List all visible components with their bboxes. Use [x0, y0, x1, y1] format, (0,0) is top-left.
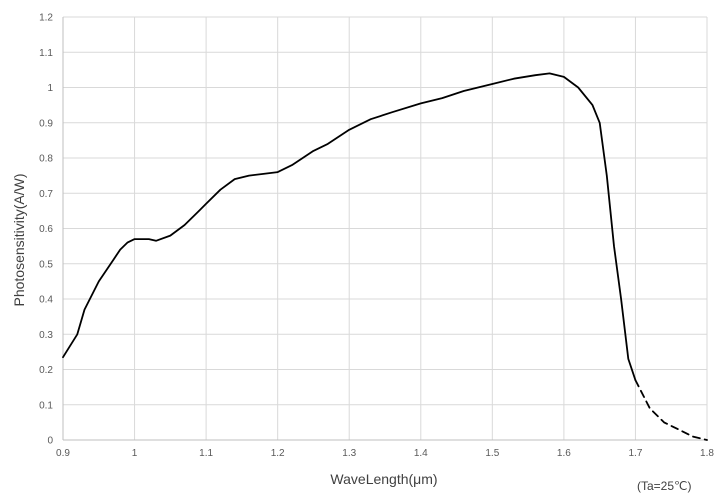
x-tick-label: 1.6	[557, 448, 571, 459]
x-tick-label: 1.1	[199, 448, 213, 459]
x-tick-label: 1.8	[700, 448, 714, 459]
grid-layer	[62, 16, 708, 441]
y-tick-label: 0.8	[39, 154, 53, 165]
y-tick-label: 0	[47, 436, 53, 447]
x-axis-label: WaveLength(μm)	[330, 471, 437, 487]
x-tick-label: 1.7	[628, 448, 642, 459]
y-tick-label: 0.2	[39, 365, 53, 376]
tick-layer: 0.9 1 1.1 1.2 1.3 1.4 1.5 1.6 1.7 1.8 0 0.1 0.2 0.3 0.…	[39, 13, 714, 460]
y-tick-label: 1	[47, 83, 53, 94]
y-tick-label: 0.1	[39, 400, 53, 411]
photosensitivity-series-line	[62, 72, 637, 381]
y-tick-label: 0.4	[39, 295, 53, 306]
x-tick-label: 1.2	[271, 448, 285, 459]
y-tick-label: 0.3	[39, 330, 53, 341]
x-tick-label: 1.3	[342, 448, 356, 459]
y-axis-label: Photosensitivity(A/W)	[11, 173, 27, 306]
y-tick-label: 0.6	[39, 224, 53, 235]
x-tick-label: 1	[132, 448, 138, 459]
x-tick-label: 1.5	[485, 448, 499, 459]
extrapolated-series-line	[634, 379, 708, 441]
x-tick-label: 1.4	[414, 448, 428, 459]
y-tick-label: 0.5	[39, 259, 53, 270]
x-tick-label: 0.9	[56, 448, 70, 459]
y-tick-label: 0.7	[39, 189, 53, 200]
y-tick-label: 1.2	[39, 13, 53, 24]
series-layer	[62, 72, 708, 441]
temperature-note: (Ta=25℃)	[637, 479, 692, 493]
axis-layer	[62, 17, 707, 441]
y-tick-label: 1.1	[39, 48, 53, 59]
y-tick-label: 0.9	[39, 118, 53, 129]
